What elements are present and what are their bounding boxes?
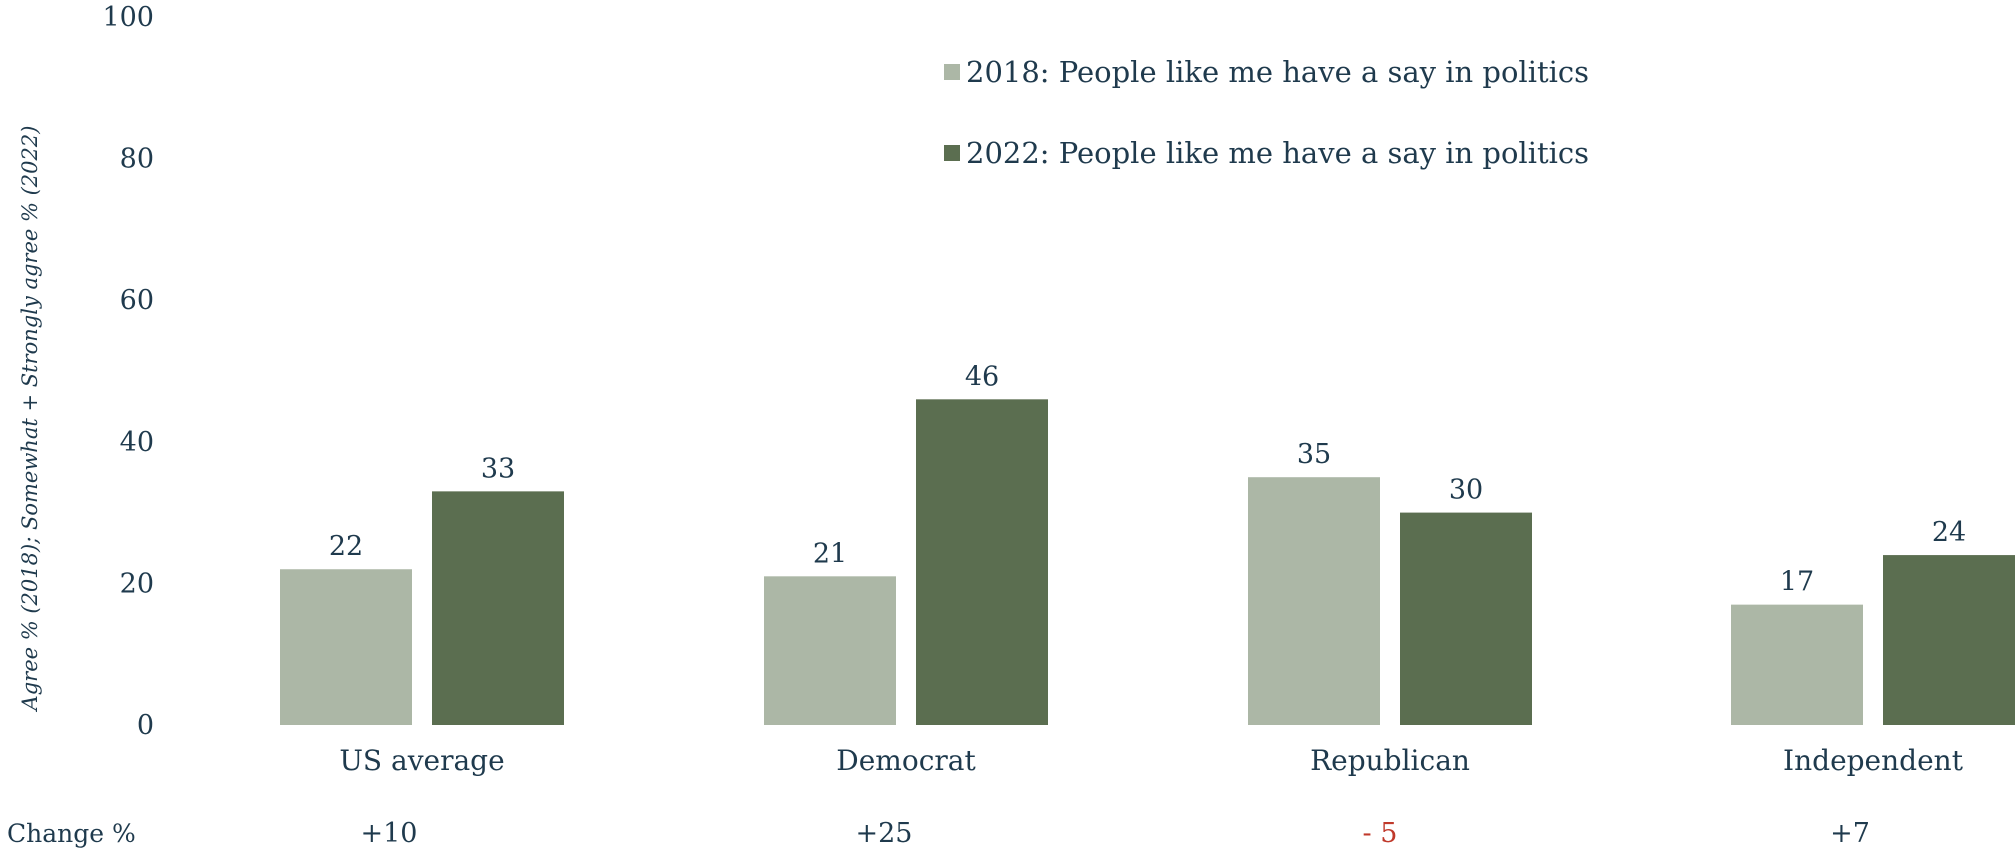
bar-2018-independent (1731, 604, 1863, 725)
bar-value-label: 24 (1932, 517, 1966, 548)
category-label: Republican (1310, 744, 1470, 777)
bar-2018-republican (1248, 477, 1380, 725)
change-value: - 5 (1363, 818, 1398, 849)
category-label: Independent (1783, 744, 1964, 777)
y-tick-label: 20 (120, 568, 154, 599)
bar-2022-independent (1883, 555, 2015, 725)
change-value: +25 (856, 818, 913, 849)
legend-label: 2022: People like me have a say in polit… (966, 136, 1589, 170)
change-value: +7 (1830, 818, 1870, 849)
bars: 22 33 21 46 35 30 17 24 (280, 361, 2015, 725)
change-row-label: Change % (7, 819, 136, 848)
category-label: Democrat (836, 744, 976, 777)
y-tick-label: 100 (102, 2, 154, 33)
y-axis-ticks: 0 20 40 60 80 100 (102, 2, 154, 741)
y-tick-label: 40 (120, 427, 154, 458)
legend-swatch (944, 64, 960, 80)
y-tick-label: 60 (120, 285, 154, 316)
bar-2018-us-average (280, 569, 412, 725)
y-tick-label: 80 (120, 144, 154, 175)
bar-2018-democrat (764, 576, 896, 725)
bar-2022-republican (1400, 512, 1532, 725)
change-row: Change % +10 +25 - 5 +7 (7, 818, 1870, 849)
bar-value-label: 17 (1780, 567, 1814, 598)
bar-value-label: 33 (481, 453, 515, 484)
change-value: +10 (361, 818, 418, 849)
legend-swatch (944, 145, 960, 161)
bar-value-label: 46 (965, 361, 999, 392)
bar-2022-democrat (916, 399, 1048, 725)
y-axis-label: Agree % (2018); Somewhat + Strongly agre… (18, 126, 42, 713)
bar-value-label: 22 (329, 531, 363, 562)
legend: 2018: People like me have a say in polit… (944, 55, 1589, 170)
bar-value-label: 35 (1297, 439, 1331, 470)
category-labels: US average Democrat Republican Independent (339, 744, 1963, 777)
category-label: US average (339, 744, 504, 777)
legend-label: 2018: People like me have a say in polit… (966, 55, 1589, 89)
bar-value-label: 30 (1449, 475, 1483, 506)
bar-2022-us-average (432, 491, 564, 725)
y-tick-label: 0 (137, 710, 154, 741)
bar-value-label: 21 (813, 538, 847, 569)
